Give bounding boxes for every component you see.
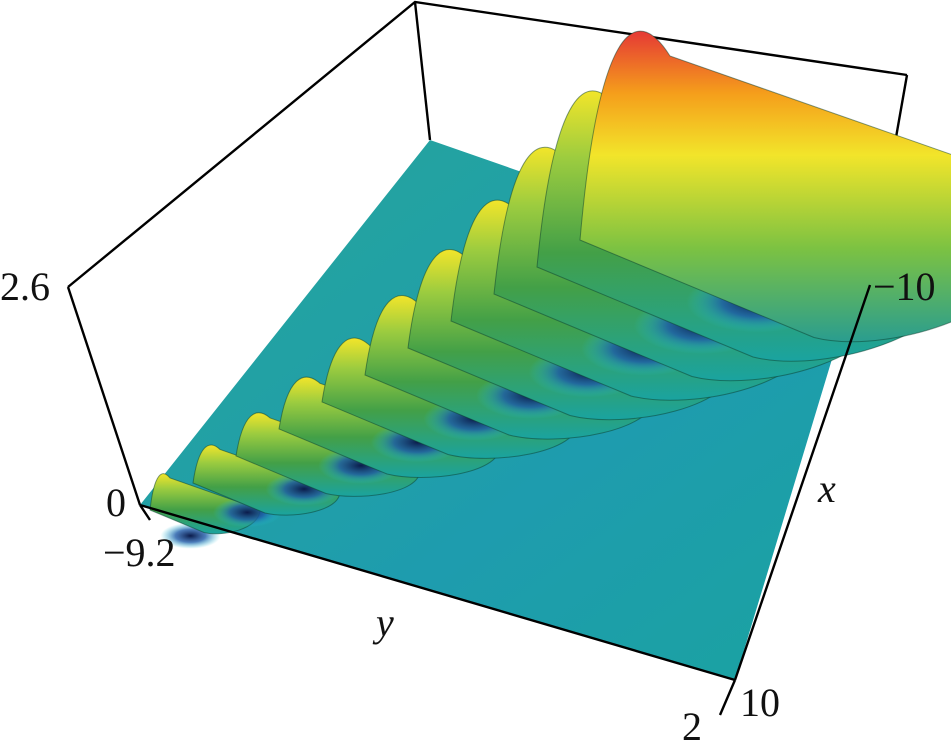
- box-left-vertical-edge: [66, 286, 142, 506]
- x-tick-start: −10: [873, 264, 936, 309]
- surface-body: [140, 30, 951, 680]
- box-front: [139, 284, 872, 716]
- x-axis-edge: [733, 284, 872, 681]
- y-tick-start: −9.2: [103, 530, 176, 575]
- z-tick-bottom: 0: [106, 480, 126, 525]
- x-axis-label: x: [817, 466, 836, 511]
- box-bottom-corner-edge: [718, 679, 737, 716]
- y-tick-end: 2: [682, 704, 702, 746]
- box-top-back-edges: [67, 0, 908, 288]
- z-tick-top: 2.6: [0, 264, 50, 309]
- y-axis-label: y: [372, 600, 394, 645]
- y-start-tick: [139, 504, 151, 521]
- surface-peak-ridge: [579, 30, 951, 343]
- y-axis-edge: [139, 503, 736, 682]
- x-tick-end: 10: [740, 680, 780, 725]
- box-back-vertical-edge: [413, 1, 432, 141]
